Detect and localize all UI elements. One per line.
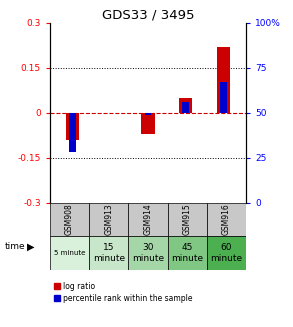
- Text: 15
minute: 15 minute: [93, 243, 125, 263]
- Text: 60
minute: 60 minute: [210, 243, 243, 263]
- Text: time: time: [4, 242, 25, 251]
- Bar: [168, 236, 207, 270]
- Bar: [50, 203, 89, 236]
- Text: GSM914: GSM914: [144, 204, 152, 235]
- Bar: [207, 236, 246, 270]
- Bar: [89, 203, 128, 236]
- Text: 30
minute: 30 minute: [132, 243, 164, 263]
- Text: 5 minute: 5 minute: [54, 250, 85, 256]
- Bar: [144, 113, 151, 114]
- Bar: [207, 203, 246, 236]
- Text: GSM915: GSM915: [183, 204, 192, 235]
- Bar: [220, 82, 227, 113]
- Text: 45
minute: 45 minute: [171, 243, 203, 263]
- Bar: [69, 113, 76, 152]
- Text: ▶: ▶: [27, 242, 35, 252]
- Bar: [217, 47, 230, 113]
- Bar: [128, 203, 168, 236]
- Text: GSM908: GSM908: [65, 204, 74, 235]
- Bar: [179, 98, 192, 113]
- Bar: [141, 113, 155, 134]
- Title: GDS33 / 3495: GDS33 / 3495: [102, 9, 194, 22]
- Bar: [66, 113, 79, 140]
- Legend: log ratio, percentile rank within the sample: log ratio, percentile rank within the sa…: [54, 282, 192, 303]
- Bar: [182, 102, 189, 113]
- Bar: [89, 236, 128, 270]
- Text: GSM913: GSM913: [104, 204, 113, 235]
- Bar: [50, 236, 89, 270]
- Bar: [168, 203, 207, 236]
- Bar: [128, 236, 168, 270]
- Text: GSM916: GSM916: [222, 204, 231, 235]
